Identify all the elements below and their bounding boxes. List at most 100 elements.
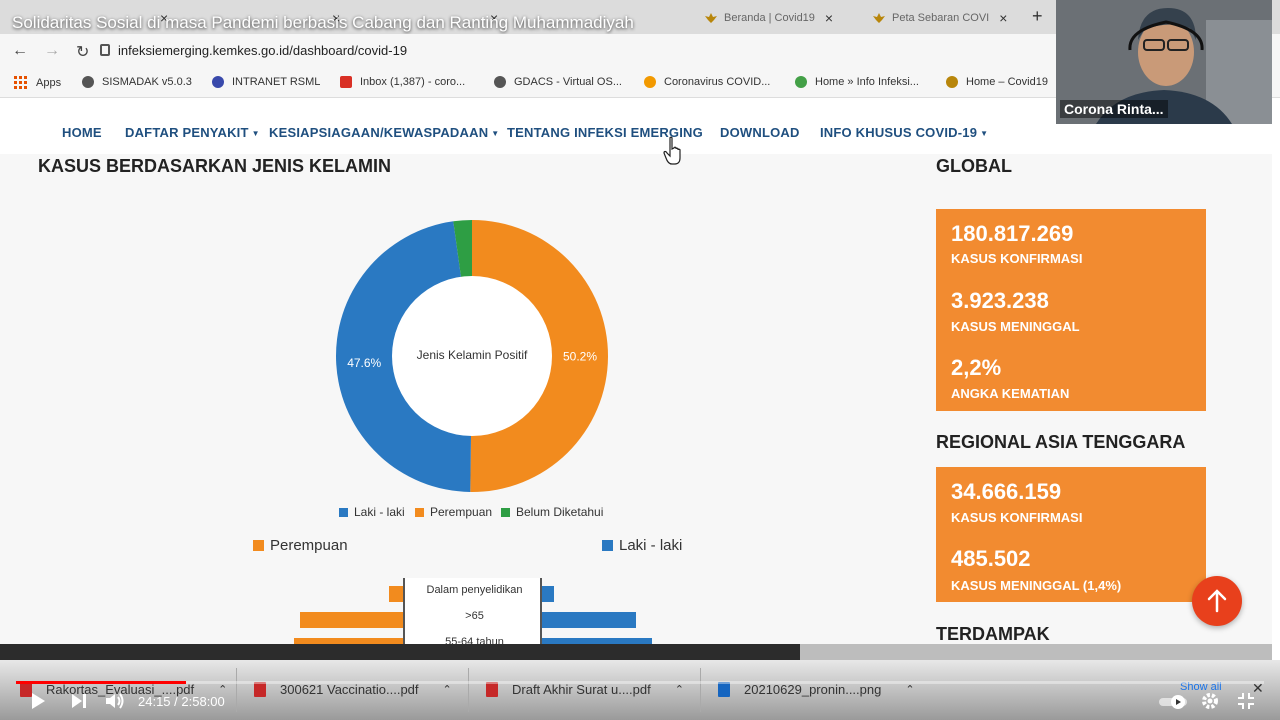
arrow-up-icon [1207,589,1227,613]
download-item[interactable]: 20210629_pronin....png ⌃ [718,682,915,697]
download-filename: 300621 Vaccinatio....pdf [280,682,419,697]
chevron-up-icon[interactable]: ⌃ [905,684,915,696]
close-icon[interactable]: × [999,10,1008,26]
download-item[interactable]: 300621 Vaccinatio....pdf ⌃ [254,682,452,697]
participant-video [1056,0,1272,124]
garuda-icon [946,76,958,88]
scroll-to-top-button[interactable] [1192,576,1242,626]
tab-beranda[interactable]: Beranda | Covid19 × [692,4,852,32]
show-all-link[interactable]: Show all [1180,681,1222,693]
current-time: 24:15 [138,694,171,709]
bookmark-label: Apps [36,77,62,89]
global-title: GLOBAL [936,156,1012,176]
close-downloads-icon[interactable]: ✕ [1252,680,1264,696]
nav-info-covid[interactable]: INFO KHUSUS COVID-19 ▼ [820,125,988,140]
bookmark-apps[interactable]: Apps [14,76,61,90]
legend-item-belum[interactable]: Belum Diketahui [501,505,603,519]
close-icon[interactable]: × [332,10,341,26]
garuda-icon [705,13,717,23]
video-progress-track[interactable] [16,681,1264,684]
bookmark-covid19[interactable]: Home – Covid19 [946,76,1048,88]
chevron-up-icon[interactable]: ⌃ [674,684,684,696]
pdf-file-icon [486,682,498,697]
download-item[interactable]: Rakortas_Evaluasi_....pdf ⌃ [20,682,227,697]
terdampak-title: TERDAMPAK [936,624,1050,644]
bookmark-label: GDACS - Virtual OS... [514,76,622,88]
regional-deaths-label: KASUS MENINGGAL (1,4%) [951,578,1122,593]
global-confirmed-label: KASUS KONFIRMASI [951,251,1083,266]
tab-1[interactable]: × [20,4,180,32]
download-item[interactable]: Draft Akhir Surat u....pdf ⌃ [486,682,684,697]
chevron-up-icon[interactable]: ⌃ [442,684,452,696]
bookmark-label: Inbox (1,387) - coro... [360,76,466,88]
nav-label: INFO KHUSUS COVID-19 [820,125,978,140]
legend-label: Laki - laki [354,505,405,519]
legend-label: Perempuan [270,537,348,554]
bookmark-intranet[interactable]: INTRANET RSML [212,76,320,88]
pyramid-bar-male [542,638,652,648]
legend-item-perempuan[interactable]: Perempuan [415,505,492,519]
url-field[interactable]: infeksiemerging.kemkes.go.id/dashboard/c… [118,43,408,58]
close-icon[interactable]: × [160,10,169,26]
bookmark-gdacs[interactable]: GDACS - Virtual OS... [494,76,622,88]
bookmark-label: Home – Covid19 [966,76,1048,88]
nav-kesiapsiagaan[interactable]: KESIAPSIAGAAN/KEWASPADAAN ▼ [269,125,499,140]
exit-fullscreen-icon[interactable] [1237,692,1255,710]
global-confirmed-value: 180.817.269 [951,221,1074,246]
tab-2[interactable]: × [180,4,350,32]
settings-gear-icon[interactable] [1201,692,1219,710]
bookmark-coronavirus[interactable]: Coronavirus COVID... [644,76,770,88]
download-filename: Draft Akhir Surat u....pdf [512,682,651,697]
caret-down-icon: ▼ [491,129,500,139]
legend-label: Belum Diketahui [516,505,604,519]
divider [700,668,701,712]
autoplay-toggle-icon[interactable] [1158,694,1188,710]
volume-icon[interactable] [104,692,128,710]
legend-swatch [501,507,510,517]
scrollbar-thumb[interactable] [0,644,800,660]
slice-value-label: 50.2% [563,350,597,364]
close-icon[interactable]: × [824,10,834,26]
legend-label: Perempuan [430,505,493,519]
participant-name: Corona Rinta... [1060,100,1168,118]
back-icon[interactable]: ← [12,42,28,59]
new-tab-icon[interactable]: + [1032,6,1043,26]
download-filename: 20210629_pronin....png [744,682,882,697]
tab-3[interactable]: × [350,4,510,32]
nav-tentang-infeksi[interactable]: TENTANG INFEKSI EMERGING [507,125,703,140]
close-icon[interactable]: × [490,10,499,26]
gmail-icon [340,76,352,88]
nav-download[interactable]: DOWNLOAD [720,125,800,140]
play-icon[interactable] [30,692,46,710]
bookmark-label: Home » Info Infeksi... [815,76,919,88]
next-icon[interactable] [70,693,88,709]
global-deaths-label: KASUS MENINGGAL [951,319,1080,334]
downloads-bar [0,660,1280,720]
legend-item-laki[interactable]: Laki - laki [339,505,405,519]
tab-peta[interactable]: Peta Sebaran COVI × [860,4,1020,32]
bookmark-label: Coronavirus COVID... [664,76,771,88]
pyramid-bar-male [542,586,554,602]
regional-deaths-value: 485.502 [951,546,1031,571]
global-stats-card: 180.817.269 KASUS KONFIRMASI 3.923.238 K… [936,209,1206,411]
global-fatality-value: 2,2% [951,355,1002,380]
pyramid-bar-female [294,638,403,648]
site-icon [644,76,656,88]
bookmark-inbox[interactable]: Inbox (1,387) - coro... [340,76,465,88]
tab-label: Peta Sebaran COVI [892,12,990,24]
reload-icon[interactable]: ↻ [76,44,90,61]
nav-home[interactable]: HOME [62,125,102,140]
image-file-icon [718,682,730,697]
video-time: 24:15 / 2:58:00 [138,694,225,709]
global-deaths-value: 3.923.238 [951,288,1049,313]
lock-icon [100,44,110,56]
bookmark-sismadak[interactable]: SISMADAK v5.0.3 [82,76,192,88]
chevron-up-icon[interactable]: ⌃ [218,684,228,696]
forward-icon[interactable]: → [44,42,60,59]
legend-label: Laki - laki [619,537,683,554]
pyramid-age-labels: Dalam penyelidikan >65 55-64 tahun [403,578,542,648]
bookmark-infoinfeksi[interactable]: Home » Info Infeksi... [795,76,919,88]
video-progress-fill[interactable] [16,681,186,684]
nav-daftar-penyakit[interactable]: DAFTAR PENYAKIT ▼ [125,125,260,140]
